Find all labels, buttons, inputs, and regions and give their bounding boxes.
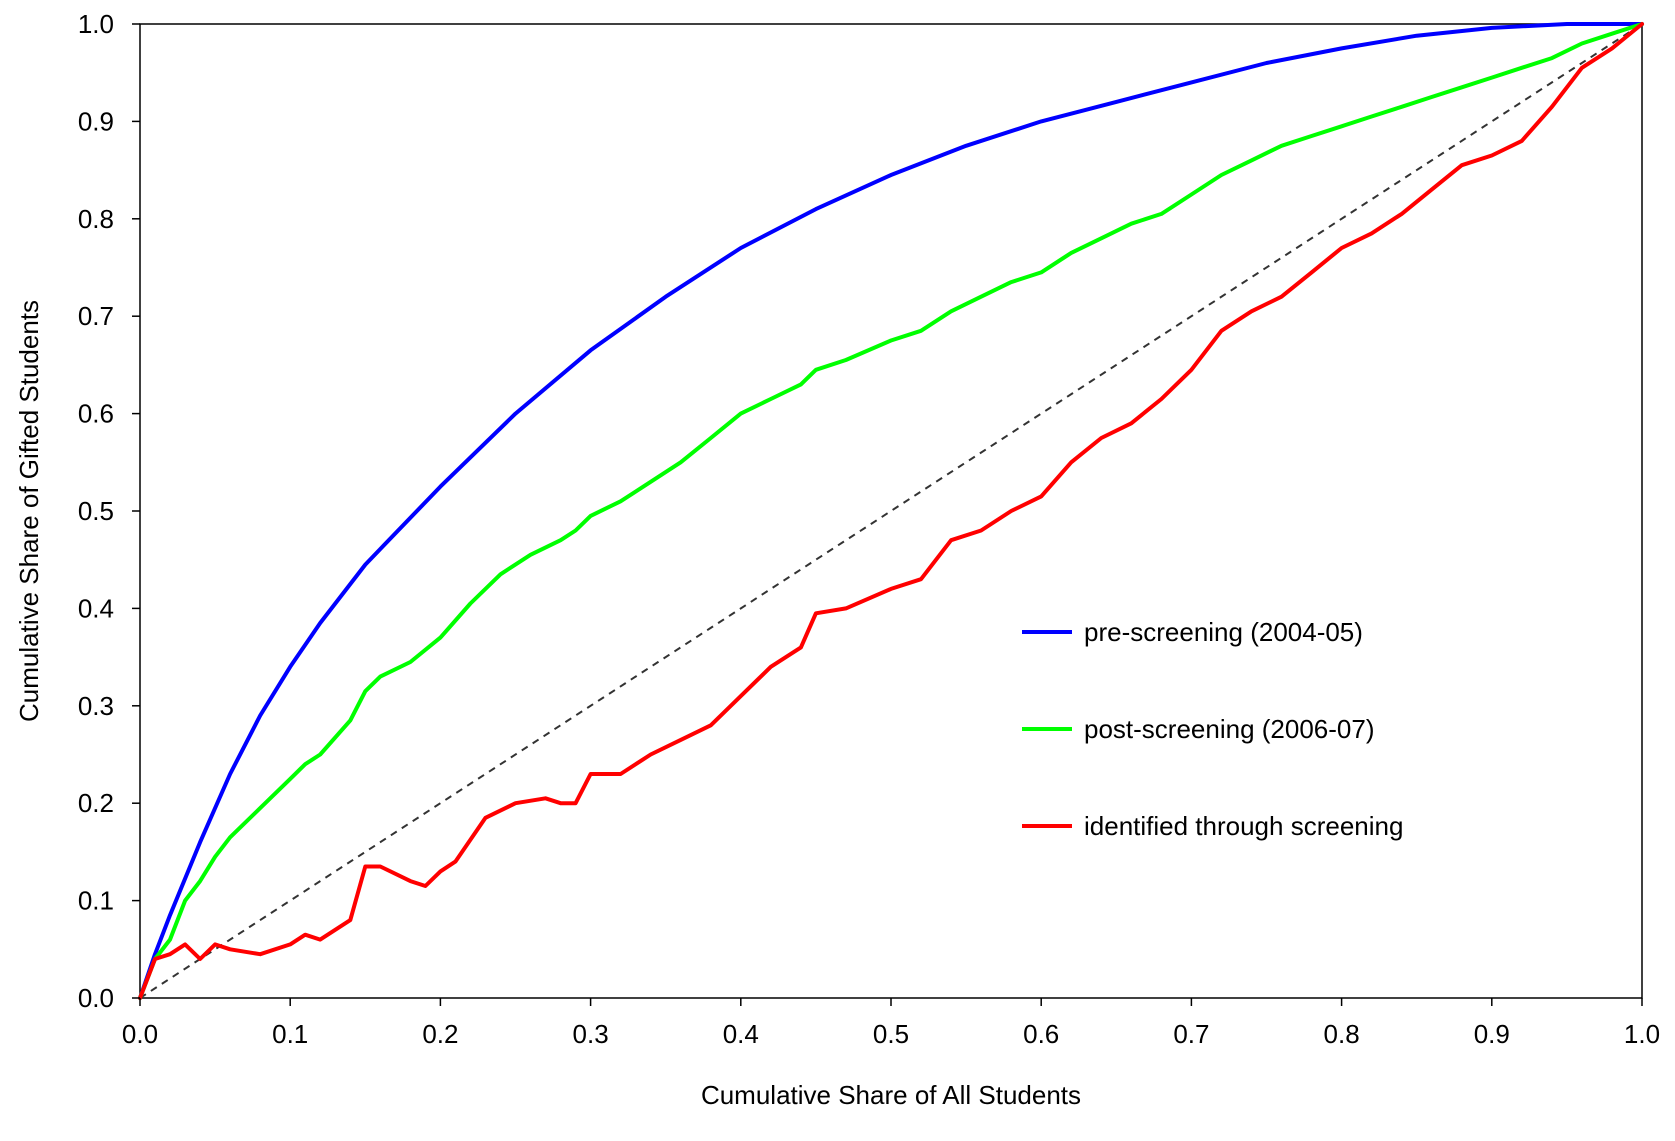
x-tick-label: 0.7 (1173, 1019, 1209, 1049)
x-tick-label: 0.9 (1474, 1019, 1510, 1049)
series-line-0 (138, 22, 1644, 1000)
legend: pre-screening (2004-05) post-screening (2… (1022, 617, 1403, 841)
series-line-1 (138, 22, 1644, 1000)
y-tick-label: 1.0 (78, 9, 114, 39)
series-line-2 (138, 22, 1644, 1000)
legend-label-0: pre-screening (2004-05) (1084, 617, 1363, 647)
legend-label-1: post-screening (2006-07) (1084, 714, 1375, 744)
y-tick-label: 0.2 (78, 788, 114, 818)
x-tick-label: 0.3 (573, 1019, 609, 1049)
y-tick-label: 0.9 (78, 106, 114, 136)
y-tick-label: 0.6 (78, 399, 114, 429)
x-tick-label: 0.2 (422, 1019, 458, 1049)
y-tick-label: 0.5 (78, 496, 114, 526)
y-tick-label: 0.0 (78, 983, 114, 1013)
y-tick-label: 0.8 (78, 204, 114, 234)
y-tick-label: 0.1 (78, 886, 114, 916)
x-tick-label: 0.0 (122, 1019, 158, 1049)
x-tick-label: 0.4 (723, 1019, 759, 1049)
y-tick-label: 0.7 (78, 301, 114, 331)
y-axis-title: Cumulative Share of Gifted Students (14, 300, 44, 722)
x-tick-label: 0.6 (1023, 1019, 1059, 1049)
x-tick-label: 0.1 (272, 1019, 308, 1049)
x-tick-label: 1.0 (1624, 1019, 1660, 1049)
y-tick-label: 0.4 (78, 593, 114, 623)
x-tick-label: 0.5 (873, 1019, 909, 1049)
x-tick-label: 0.8 (1324, 1019, 1360, 1049)
legend-label-2: identified through screening (1084, 811, 1403, 841)
plot-area (139, 23, 1643, 999)
y-tick-label: 0.3 (78, 691, 114, 721)
x-axis-title: Cumulative Share of All Students (701, 1080, 1081, 1110)
